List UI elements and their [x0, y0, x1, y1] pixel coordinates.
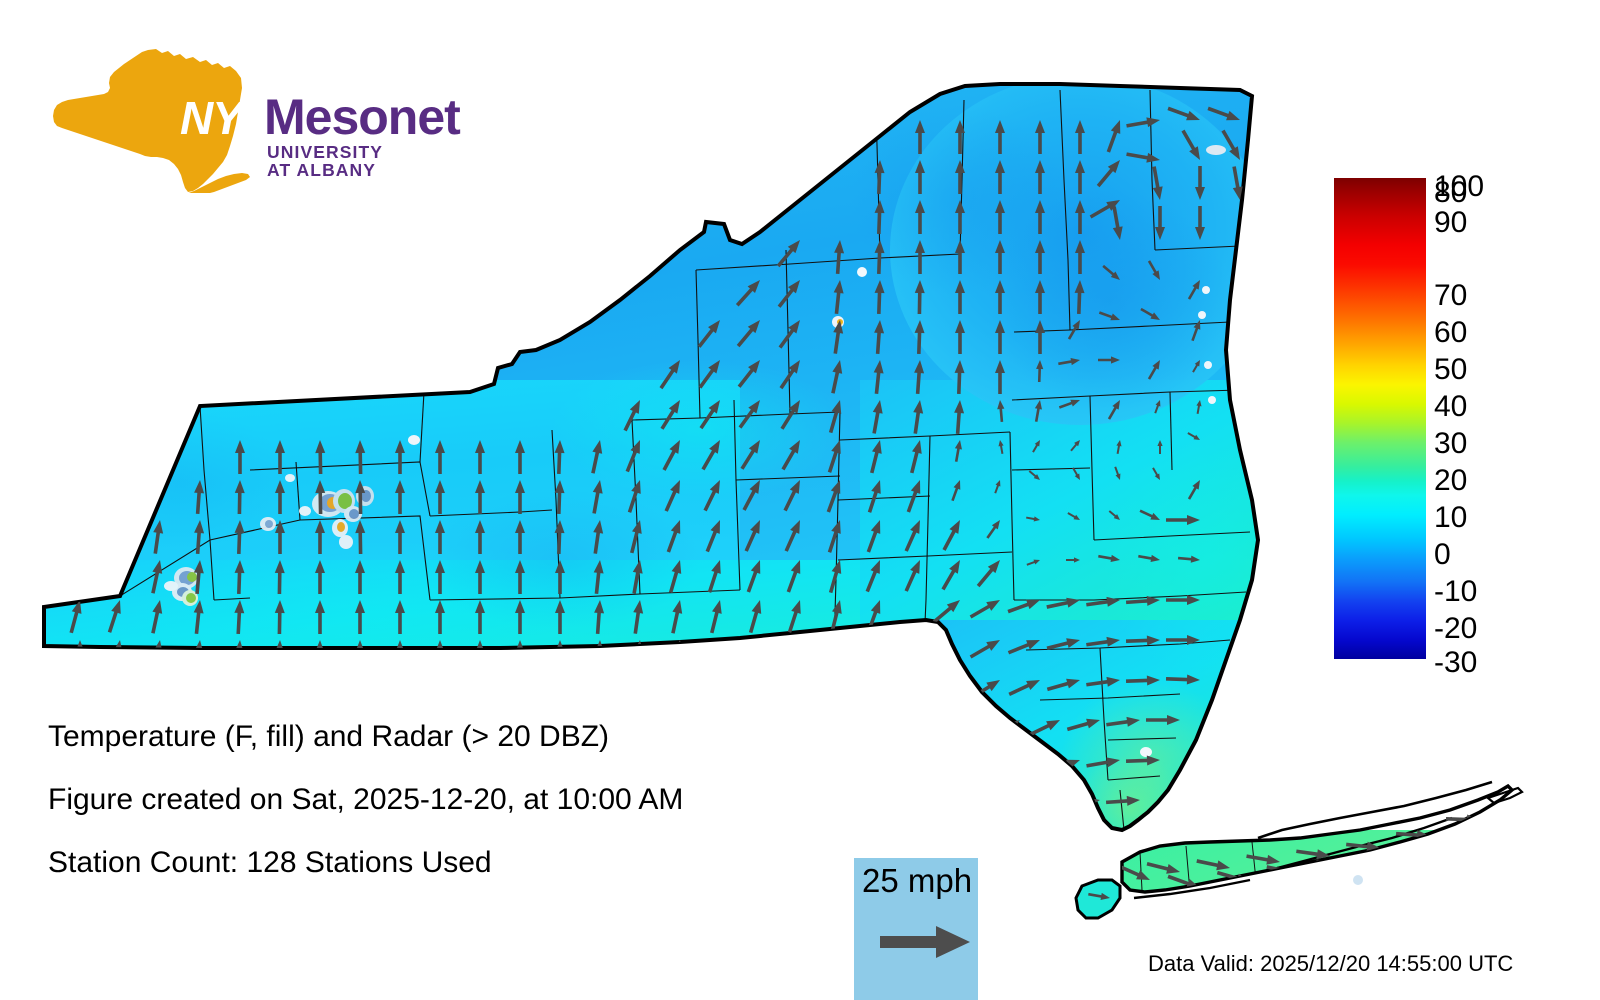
colorbar-tick-70: 70	[1434, 279, 1468, 312]
caption-created: Figure created on Sat, 2025-12-20, at 10…	[48, 783, 684, 816]
colorbar-tick-30: 30	[1434, 427, 1468, 460]
colorbar-tick-neg10: -10	[1434, 575, 1478, 608]
logo-nys-text: NYS	[180, 92, 273, 144]
temperature-colorbar: 100 90 80 70 60 50 40 30 20 10 0 -10 -20…	[1334, 172, 1594, 678]
colorbar-tick-neg20: -20	[1434, 612, 1478, 645]
county-borders	[119, 89, 1251, 830]
wind-speed-legend: 25 mph	[854, 858, 978, 1000]
colorbar-gradient	[1334, 178, 1426, 659]
colorbar-tick-20: 20	[1434, 464, 1468, 497]
caption-station-count: Station Count: 128 Stations Used	[48, 846, 492, 879]
wind-legend-label: 25 mph	[862, 862, 973, 899]
colorbar-tick-60: 60	[1434, 316, 1468, 349]
colorbar-tick-0: 0	[1434, 538, 1451, 571]
colorbar-tick-80: 80	[1434, 176, 1468, 209]
radar-echoes	[164, 145, 1226, 757]
colorbar-tick-neg30: -30	[1434, 646, 1478, 679]
wind-legend-arrow-icon	[880, 926, 970, 958]
colorbar-tick-50: 50	[1434, 353, 1468, 386]
colorbar-tick-100: 100	[1434, 170, 1485, 203]
caption-title: Temperature (F, fill) and Radar (> 20 DB…	[48, 720, 610, 753]
colorbar-tick-40: 40	[1434, 390, 1468, 423]
data-valid-timestamp: Data Valid: 2025/12/20 14:55:00 UTC	[1148, 951, 1514, 976]
colorbar-tick-90: 90	[1434, 206, 1468, 239]
colorbar-tick-10: 10	[1434, 501, 1468, 534]
nys-mesonet-logo: NYS Mesonet UNIVERSITY AT ALBANY	[52, 48, 461, 193]
logo-mesonet-text: Mesonet	[264, 89, 461, 145]
new-york-state-silhouette-icon	[53, 49, 250, 193]
state-outline	[42, 82, 1524, 920]
logo-university-text: UNIVERSITY AT ALBANY	[267, 142, 383, 180]
radar-echo-long-island	[1353, 875, 1363, 885]
